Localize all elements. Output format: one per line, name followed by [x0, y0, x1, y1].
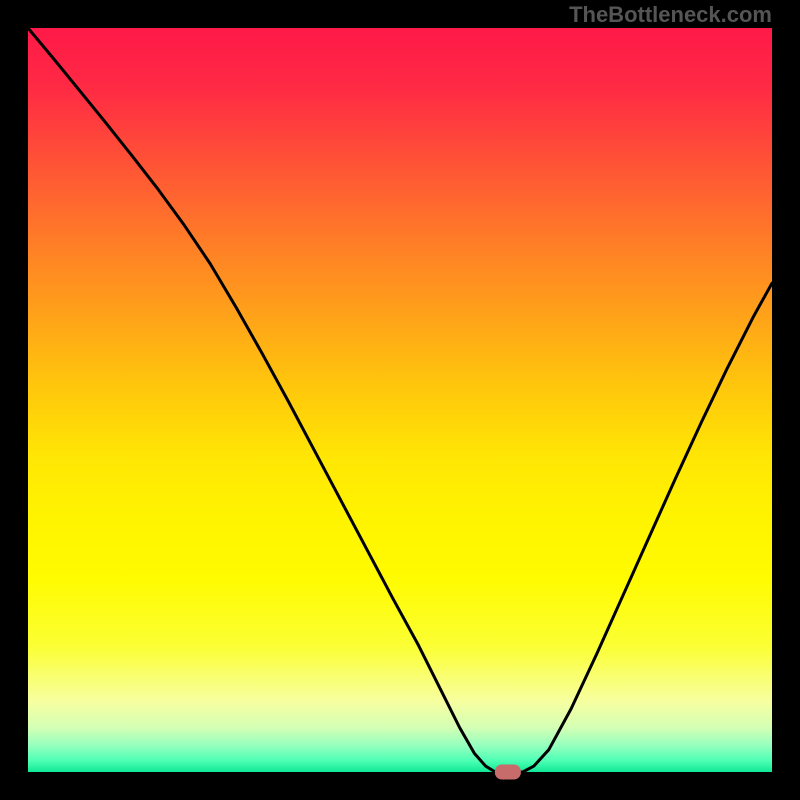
optimal-point-marker — [495, 765, 521, 780]
gradient-background — [28, 28, 772, 772]
bottleneck-chart: TheBottleneck.com — [0, 0, 800, 800]
watermark-text: TheBottleneck.com — [569, 2, 772, 27]
